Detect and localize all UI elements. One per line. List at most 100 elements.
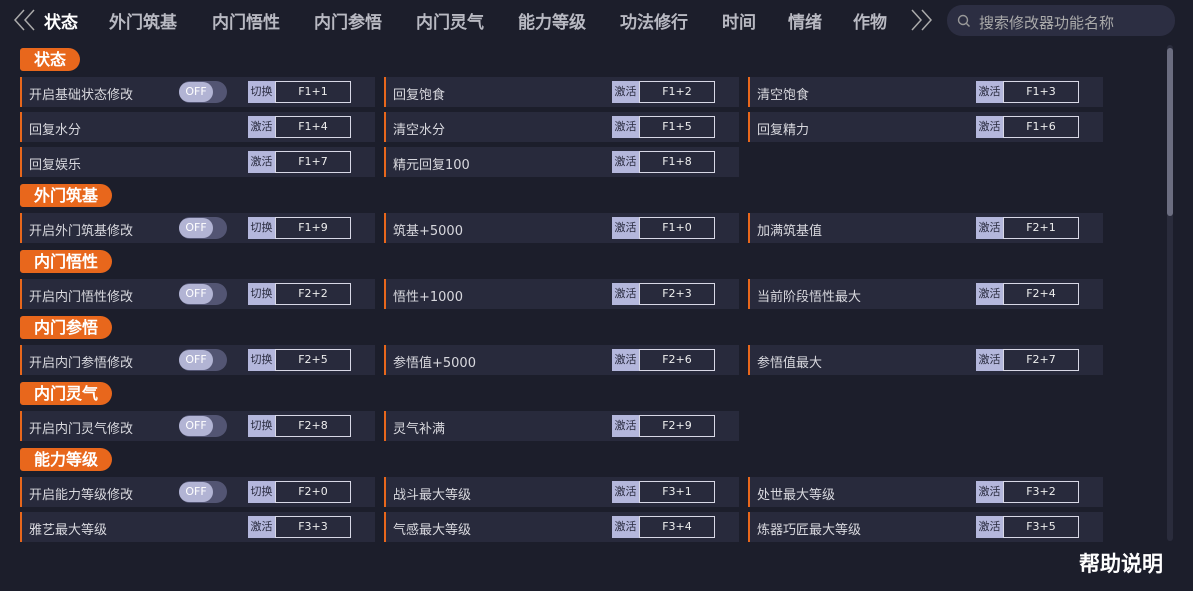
action-button[interactable]: 激活 — [612, 415, 639, 437]
hotkey[interactable]: F3+1 — [639, 481, 715, 503]
action-button[interactable]: 激活 — [976, 81, 1003, 103]
hotkey[interactable]: F2+0 — [275, 481, 351, 503]
action-button[interactable]: 激活 — [976, 283, 1003, 305]
nav-tab[interactable]: 内门灵气 — [416, 13, 484, 33]
action-button[interactable]: 激活 — [976, 217, 1003, 239]
nav-tab[interactable]: 外门筑基 — [109, 13, 177, 33]
hotkey[interactable]: F1+9 — [275, 217, 351, 239]
action-button[interactable]: 激活 — [612, 516, 639, 538]
nav-right-arrow[interactable] — [909, 8, 935, 32]
nav-tab[interactable]: 时间 — [722, 13, 756, 33]
hotkey[interactable]: F1+8 — [639, 151, 715, 173]
action-button[interactable]: 切换 — [248, 283, 275, 305]
hotkey[interactable]: F2+6 — [639, 349, 715, 371]
hotkey[interactable]: F1+5 — [639, 116, 715, 138]
action-button[interactable]: 激活 — [248, 116, 275, 138]
toggle-switch[interactable]: OFF — [179, 81, 227, 103]
action-button[interactable]: 激活 — [248, 151, 275, 173]
nav-tab[interactable]: 状态 — [44, 13, 78, 33]
hotkey[interactable]: F1+0 — [639, 217, 715, 239]
toggle-state: OFF — [179, 82, 213, 102]
action-button[interactable]: 切换 — [248, 81, 275, 103]
cheat-row: 开启能力等级修改 OFF 切换 F2+0 — [20, 477, 375, 507]
nav-tab[interactable]: 内门悟性 — [212, 13, 280, 33]
action-button[interactable]: 激活 — [976, 516, 1003, 538]
cheat-row: 开启外门筑基修改 OFF 切换 F1+9 — [20, 213, 375, 243]
action-button[interactable]: 切换 — [248, 415, 275, 437]
help-link[interactable]: 帮助说明 — [1079, 552, 1163, 576]
cheat-label: 开启能力等级修改 — [29, 488, 134, 503]
nav-left-arrow[interactable] — [12, 8, 38, 32]
hotkey[interactable]: F2+8 — [275, 415, 351, 437]
action-button[interactable]: 切换 — [248, 217, 275, 239]
hotkey[interactable]: F2+5 — [275, 349, 351, 371]
action-button[interactable]: 激活 — [248, 516, 275, 538]
cheat-row: 气感最大等级 激活 F3+4 — [384, 512, 739, 542]
toggle-switch[interactable]: OFF — [179, 283, 227, 305]
toggle-switch[interactable]: OFF — [179, 349, 227, 371]
action-button[interactable]: 激活 — [612, 283, 639, 305]
nav-tab[interactable]: 能力等级 — [518, 13, 586, 33]
action-button[interactable]: 激活 — [612, 116, 639, 138]
hotkey[interactable]: F3+4 — [639, 516, 715, 538]
hotkey[interactable]: F1+6 — [1003, 116, 1079, 138]
toggle-state: OFF — [179, 350, 213, 370]
action-button[interactable]: 激活 — [976, 349, 1003, 371]
cheat-label: 当前阶段悟性最大 — [757, 290, 862, 305]
cheat-row: 开启内门参悟修改 OFF 切换 F2+5 — [20, 345, 375, 375]
cheat-label: 雅艺最大等级 — [29, 523, 108, 538]
hotkey[interactable]: F3+2 — [1003, 481, 1079, 503]
toggle-switch[interactable]: OFF — [179, 217, 227, 239]
hotkey[interactable]: F1+1 — [275, 81, 351, 103]
toggle-state: OFF — [179, 416, 213, 436]
action-button[interactable]: 激活 — [612, 151, 639, 173]
action-button[interactable]: 切换 — [248, 349, 275, 371]
hotkey[interactable]: F1+2 — [639, 81, 715, 103]
action-button[interactable]: 激活 — [612, 349, 639, 371]
hotkey[interactable]: F1+4 — [275, 116, 351, 138]
cheat-label: 回复精力 — [757, 123, 810, 138]
cheat-label: 开启内门灵气修改 — [29, 422, 134, 437]
cheat-label: 开启基础状态修改 — [29, 88, 134, 103]
cheat-row: 炼器巧匠最大等级 激活 F3+5 — [748, 512, 1103, 542]
cheat-label: 悟性+1000 — [393, 290, 463, 305]
search-box[interactable]: 搜索修改器功能名称 — [947, 5, 1175, 36]
hotkey[interactable]: F3+5 — [1003, 516, 1079, 538]
cheat-label: 加满筑基值 — [757, 224, 823, 239]
hotkey[interactable]: F2+9 — [639, 415, 715, 437]
cheat-label: 清空水分 — [393, 123, 446, 138]
hotkey[interactable]: F3+3 — [275, 516, 351, 538]
cheat-row: 清空饱食 激活 F1+3 — [748, 77, 1103, 107]
cheat-row: 回复娱乐 激活 F1+7 — [20, 147, 375, 177]
action-button[interactable]: 激活 — [976, 481, 1003, 503]
action-button[interactable]: 激活 — [612, 481, 639, 503]
toggle-state: OFF — [179, 284, 213, 304]
cheat-label: 清空饱食 — [757, 88, 810, 103]
scroll-thumb[interactable] — [1167, 48, 1173, 216]
cheat-row: 筑基+5000 激活 F1+0 — [384, 213, 739, 243]
hotkey[interactable]: F2+1 — [1003, 217, 1079, 239]
cheat-label: 开启内门参悟修改 — [29, 356, 134, 371]
cheat-label: 开启外门筑基修改 — [29, 224, 134, 239]
hotkey[interactable]: F1+7 — [275, 151, 351, 173]
nav-tab[interactable]: 内门参悟 — [314, 13, 382, 33]
toggle-switch[interactable]: OFF — [179, 481, 227, 503]
hotkey[interactable]: F2+4 — [1003, 283, 1079, 305]
cheat-row: 参悟值最大 激活 F2+7 — [748, 345, 1103, 375]
section-title: 内门悟性 — [20, 250, 113, 273]
cheat-label: 回复水分 — [29, 123, 82, 138]
action-button[interactable]: 激活 — [612, 81, 639, 103]
hotkey[interactable]: F2+2 — [275, 283, 351, 305]
hotkey[interactable]: F1+3 — [1003, 81, 1079, 103]
hotkey[interactable]: F2+7 — [1003, 349, 1079, 371]
scrollbar[interactable] — [1167, 45, 1173, 541]
hotkey[interactable]: F2+3 — [639, 283, 715, 305]
action-button[interactable]: 激活 — [976, 116, 1003, 138]
cheat-label: 筑基+5000 — [393, 224, 463, 239]
toggle-switch[interactable]: OFF — [179, 415, 227, 437]
nav-tab[interactable]: 作物 — [853, 13, 887, 33]
action-button[interactable]: 激活 — [612, 217, 639, 239]
nav-tab[interactable]: 功法修行 — [620, 13, 688, 33]
nav-tab[interactable]: 情绪 — [788, 13, 822, 33]
action-button[interactable]: 切换 — [248, 481, 275, 503]
